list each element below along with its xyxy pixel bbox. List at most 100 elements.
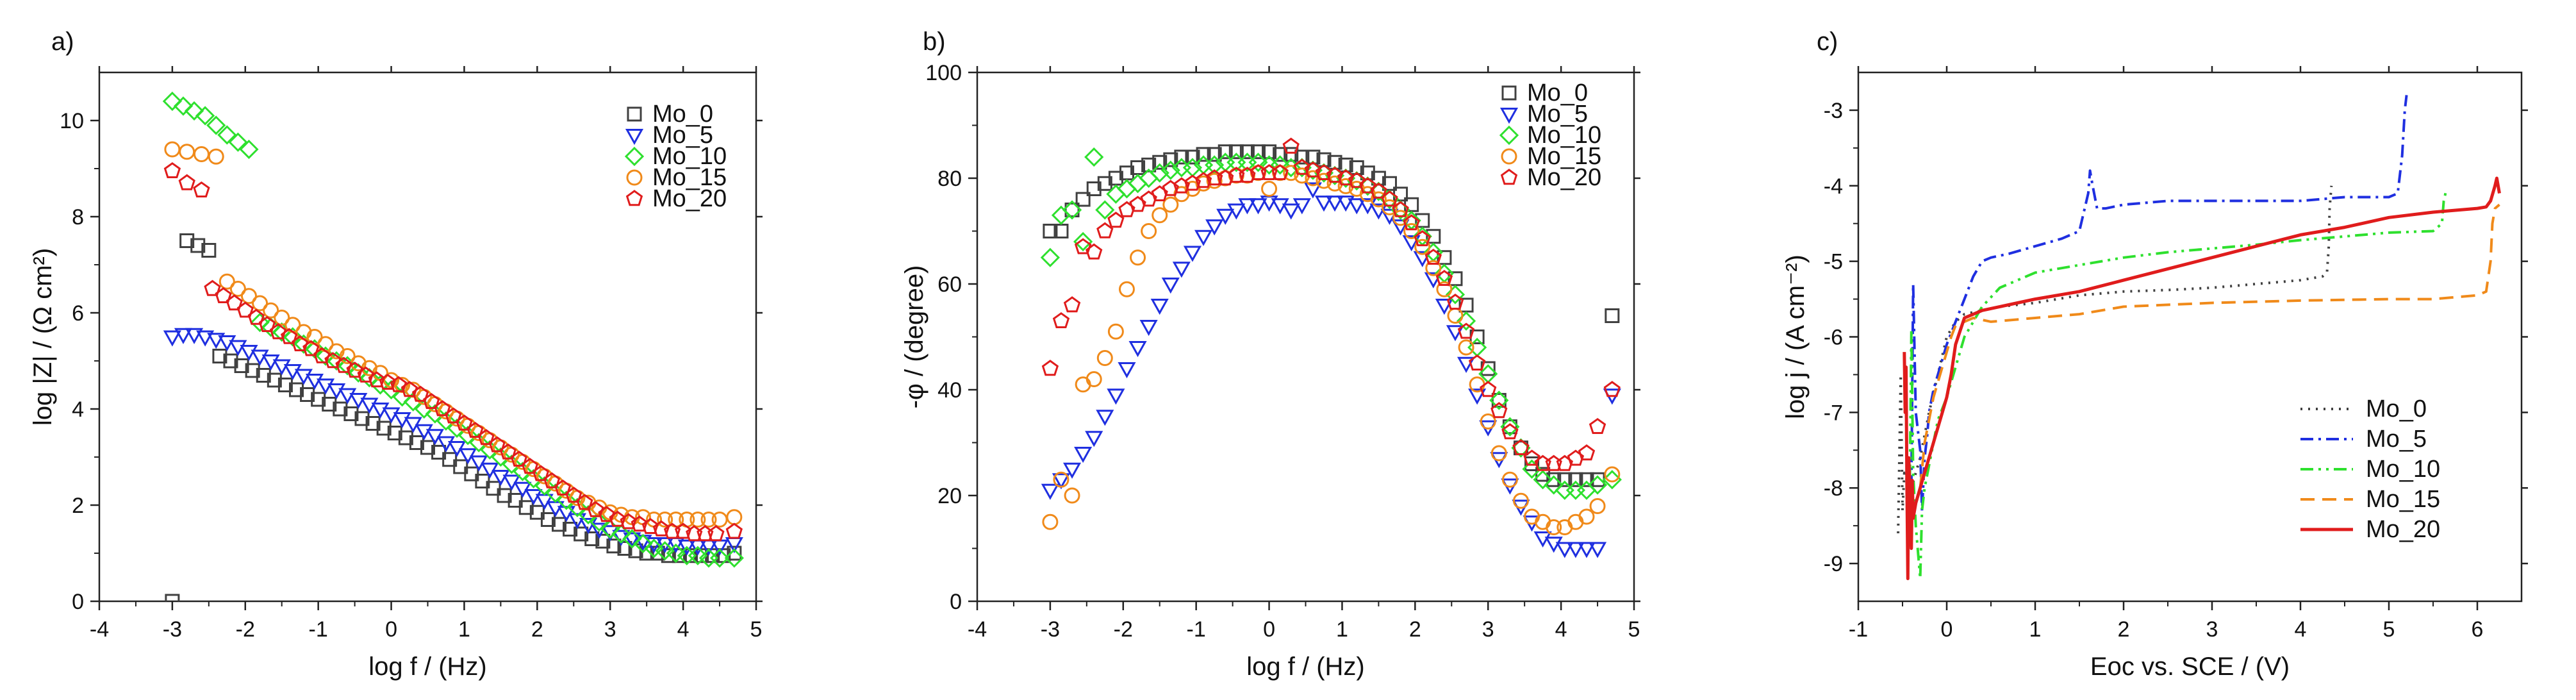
data-point	[1139, 168, 1159, 188]
series-Mo_20	[163, 162, 743, 542]
data-point	[1445, 285, 1466, 304]
data-point	[1587, 475, 1608, 495]
data-point	[425, 404, 445, 424]
legend-label: Mo_20	[652, 185, 727, 212]
data-point	[1107, 388, 1125, 405]
data-point	[343, 406, 359, 421]
data-point	[252, 295, 268, 312]
x-tick-label: 5	[1628, 617, 1640, 642]
data-area	[1040, 137, 1622, 558]
x-tick-label: 1	[458, 617, 470, 642]
legend-marker	[626, 169, 643, 186]
legend-label: Mo_5	[2366, 426, 2427, 453]
data-point	[565, 487, 582, 503]
data-point	[1435, 299, 1453, 315]
data-point	[458, 426, 478, 446]
series-line	[1903, 176, 2501, 581]
data-point	[491, 447, 511, 467]
series-Mo_15	[1919, 203, 2500, 488]
series-Mo_10	[1908, 189, 2448, 580]
data-point	[1457, 322, 1475, 339]
data-point	[1602, 470, 1622, 490]
data-point	[1284, 147, 1299, 162]
legend-label: Mo_20	[1527, 164, 1601, 191]
data-point	[178, 174, 195, 190]
data-point	[1152, 154, 1168, 170]
data-point	[480, 440, 500, 460]
data-point	[534, 476, 554, 496]
legend-label: Mo_10	[1527, 122, 1601, 149]
data-point	[223, 353, 238, 369]
data-point	[1314, 196, 1333, 212]
data-point	[414, 399, 434, 419]
data-point	[346, 362, 363, 378]
data-point	[1074, 238, 1092, 254]
data-point	[700, 512, 717, 528]
data-point	[1413, 251, 1432, 267]
data-point	[497, 488, 512, 503]
series-Mo_5	[1041, 182, 1621, 558]
data-point	[1086, 181, 1102, 196]
data-point	[1480, 381, 1497, 397]
data-point	[1566, 542, 1585, 558]
data-point	[1118, 281, 1135, 297]
data-point	[436, 411, 456, 431]
data-point	[1448, 271, 1463, 287]
y-tick-label: 0	[950, 590, 962, 614]
data-point	[502, 454, 522, 474]
data-point	[1129, 196, 1146, 212]
data-point	[431, 445, 447, 460]
data-point	[247, 308, 265, 325]
data-point	[1162, 196, 1179, 213]
x-tick-label: 1	[1336, 617, 1348, 642]
data-point	[1206, 172, 1223, 189]
data-point	[1106, 184, 1126, 204]
data-point	[324, 352, 342, 369]
data-point	[1480, 413, 1496, 429]
data-area	[162, 91, 744, 601]
data-point	[1086, 243, 1103, 260]
data-area	[1897, 95, 2501, 581]
x-axis-label: log f / (Hz)	[368, 653, 486, 681]
data-point	[335, 356, 352, 373]
data-point	[403, 392, 423, 412]
y-tick-label: 8	[72, 205, 84, 229]
data-point	[1382, 176, 1397, 191]
data-point	[1578, 508, 1595, 525]
data-point	[201, 243, 217, 258]
data-point	[584, 531, 600, 546]
data-point	[1216, 208, 1235, 225]
y-axis-label: -φ / (degree)	[900, 265, 929, 409]
data-point	[1458, 339, 1474, 356]
data-point	[499, 443, 516, 460]
data-point	[606, 538, 622, 554]
data-point	[567, 497, 588, 517]
legend-marker	[1500, 169, 1518, 185]
data-point	[1160, 160, 1180, 180]
series-Mo_10	[1040, 147, 1622, 500]
data-point	[1163, 152, 1178, 167]
data-point	[258, 315, 276, 332]
data-point	[215, 287, 232, 303]
data-point	[524, 469, 543, 488]
x-axis-label: Eoc vs. SCE / (V)	[2090, 653, 2290, 681]
data-point	[387, 426, 402, 440]
data-point	[666, 543, 686, 563]
data-point	[475, 474, 490, 488]
y-tick-label: -3	[1824, 99, 1843, 123]
data-point	[398, 430, 413, 446]
data-point	[1446, 325, 1465, 342]
data-point	[357, 366, 374, 383]
data-point	[633, 533, 653, 554]
data-point	[1533, 470, 1553, 490]
data-point	[206, 115, 226, 135]
data-point	[1424, 272, 1442, 288]
series-Mo_20	[1041, 137, 1621, 471]
data-point	[464, 466, 479, 481]
data-point	[1062, 462, 1082, 479]
data-point	[657, 512, 673, 528]
data-point	[420, 440, 435, 455]
data-point	[1338, 157, 1353, 172]
